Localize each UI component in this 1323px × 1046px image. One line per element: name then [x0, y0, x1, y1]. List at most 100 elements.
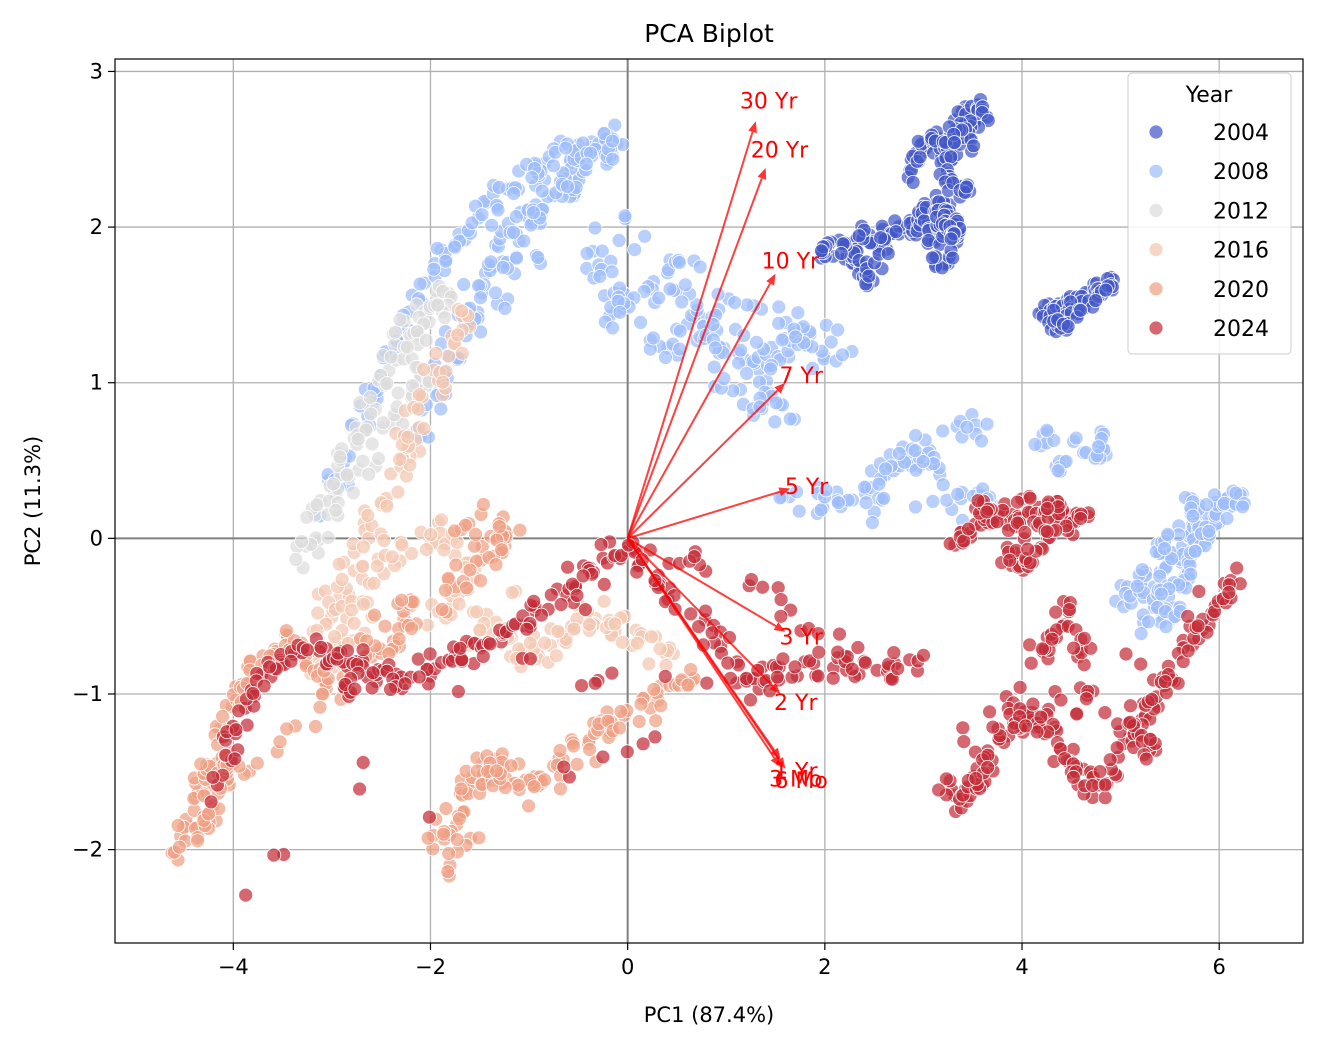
data-point — [489, 763, 504, 779]
data-point — [614, 634, 630, 650]
data-point — [325, 476, 341, 492]
data-point — [412, 276, 428, 292]
data-point — [677, 277, 693, 293]
data-point — [1141, 614, 1156, 630]
data-point — [447, 523, 462, 539]
data-point — [549, 648, 564, 664]
data-point — [1012, 680, 1028, 695]
data-point — [787, 659, 803, 675]
data-point — [662, 281, 678, 297]
loading-arrow-line — [627, 537, 777, 627]
data-point — [552, 743, 568, 758]
data-point — [494, 542, 510, 558]
data-point — [1002, 552, 1018, 568]
data-point — [228, 722, 244, 738]
data-point — [982, 704, 997, 720]
data-point — [456, 277, 472, 292]
data-point — [404, 546, 420, 561]
data-point — [383, 682, 398, 697]
loading-label: 20 Yr — [751, 138, 809, 163]
loading-arrow-line — [626, 131, 754, 539]
data-point — [516, 233, 532, 249]
data-point — [436, 542, 452, 558]
data-point — [299, 642, 315, 658]
data-point — [1134, 562, 1150, 577]
data-point — [309, 497, 325, 513]
data-point — [763, 361, 778, 377]
data-point — [652, 641, 668, 657]
x-axis-label: PC1 (87.4%) — [644, 1003, 774, 1027]
data-point — [371, 451, 387, 466]
y-tick-label: 0 — [90, 526, 103, 550]
data-point — [644, 629, 659, 645]
data-point — [523, 651, 538, 667]
legend-marker — [1148, 202, 1164, 218]
data-point — [422, 646, 438, 662]
data-point — [416, 362, 432, 377]
data-point — [910, 133, 926, 149]
data-point — [215, 709, 231, 724]
x-tick-label: 0 — [621, 955, 634, 979]
loading-label: 1 Yr — [774, 759, 818, 784]
loading-10-yr: 10 Yr — [626, 250, 820, 539]
data-point — [433, 401, 449, 417]
data-point — [1039, 524, 1055, 540]
data-point — [1158, 619, 1174, 635]
legend-label: 2008 — [1213, 160, 1269, 185]
y-tick-label: 2 — [90, 215, 103, 239]
loading-arrowhead — [748, 121, 757, 134]
data-point — [553, 597, 569, 612]
data-point — [945, 250, 961, 266]
loading-arrowhead — [757, 167, 767, 180]
series-2024 — [203, 489, 1248, 903]
loading-label: 6 Mo — [774, 769, 827, 794]
data-point — [708, 340, 723, 356]
data-point — [810, 626, 826, 641]
data-point — [474, 207, 490, 223]
data-point — [484, 217, 500, 233]
data-point — [524, 170, 540, 186]
data-point — [850, 640, 866, 655]
data-point — [1050, 463, 1066, 479]
data-point — [569, 588, 585, 603]
data-point — [334, 572, 350, 587]
data-point — [1122, 714, 1138, 730]
data-point — [1092, 764, 1108, 779]
chart-title: PCA Biplot — [644, 19, 774, 48]
data-point — [925, 493, 941, 509]
data-point — [647, 729, 663, 745]
x-axis-ticks: −4 −2 0 2 4 6 — [218, 943, 1226, 979]
data-point — [594, 243, 610, 259]
data-point — [521, 798, 536, 814]
data-point — [418, 332, 434, 348]
data-point — [674, 294, 690, 310]
data-point — [832, 626, 847, 642]
data-point — [434, 602, 450, 617]
data-point — [574, 678, 589, 693]
data-point — [657, 669, 673, 684]
data-point — [288, 552, 304, 567]
data-point — [355, 453, 371, 469]
data-point — [722, 630, 737, 645]
data-point — [891, 445, 907, 461]
data-point — [950, 486, 966, 502]
data-point — [390, 484, 406, 500]
data-point — [935, 423, 951, 439]
data-point — [383, 349, 399, 365]
series-2004 — [813, 92, 1121, 340]
data-point — [462, 562, 478, 578]
data-point — [472, 622, 488, 638]
data-point — [596, 577, 612, 592]
data-point — [308, 719, 323, 734]
data-point — [506, 186, 522, 201]
data-point — [1133, 626, 1149, 641]
data-point — [361, 466, 377, 482]
loading-label: 2 Yr — [774, 691, 818, 716]
data-point — [313, 640, 329, 655]
data-point — [394, 592, 410, 608]
data-point — [851, 228, 867, 244]
data-point — [526, 593, 542, 609]
data-point — [468, 527, 484, 542]
data-point — [581, 617, 597, 632]
